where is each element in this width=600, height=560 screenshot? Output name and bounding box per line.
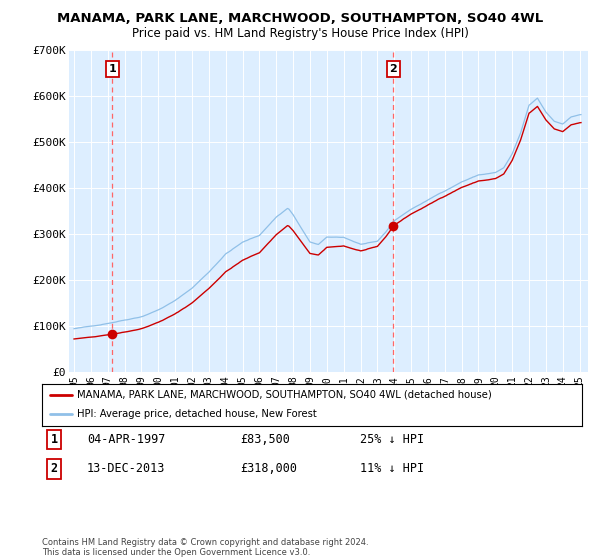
Text: MANAMA, PARK LANE, MARCHWOOD, SOUTHAMPTON, SO40 4WL: MANAMA, PARK LANE, MARCHWOOD, SOUTHAMPTO… — [57, 12, 543, 25]
Text: £318,000: £318,000 — [240, 462, 297, 475]
Text: Contains HM Land Registry data © Crown copyright and database right 2024.
This d: Contains HM Land Registry data © Crown c… — [42, 538, 368, 557]
Text: MANAMA, PARK LANE, MARCHWOOD, SOUTHAMPTON, SO40 4WL (detached house): MANAMA, PARK LANE, MARCHWOOD, SOUTHAMPTO… — [77, 390, 492, 400]
Text: 25% ↓ HPI: 25% ↓ HPI — [360, 433, 424, 446]
Text: 2: 2 — [50, 462, 58, 475]
Text: 1: 1 — [50, 433, 58, 446]
Text: 11% ↓ HPI: 11% ↓ HPI — [360, 462, 424, 475]
Text: 1: 1 — [109, 64, 116, 74]
Text: HPI: Average price, detached house, New Forest: HPI: Average price, detached house, New … — [77, 409, 317, 419]
Text: 2: 2 — [389, 64, 397, 74]
Text: £83,500: £83,500 — [240, 433, 290, 446]
Text: Price paid vs. HM Land Registry's House Price Index (HPI): Price paid vs. HM Land Registry's House … — [131, 27, 469, 40]
Text: 13-DEC-2013: 13-DEC-2013 — [87, 462, 166, 475]
Text: 04-APR-1997: 04-APR-1997 — [87, 433, 166, 446]
